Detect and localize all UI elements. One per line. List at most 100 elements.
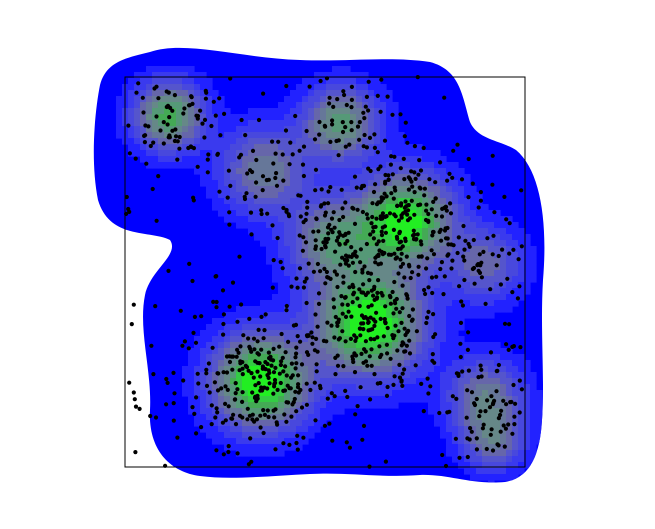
scatter-point — [339, 187, 344, 192]
density-cell — [290, 438, 297, 445]
scatter-point — [274, 420, 279, 425]
density-cell — [308, 246, 315, 253]
density-cell — [500, 420, 507, 427]
density-cell — [524, 276, 531, 283]
scatter-point — [273, 151, 278, 156]
density-cell — [170, 144, 177, 151]
density-cell — [344, 276, 351, 283]
density-cell — [332, 408, 339, 415]
density-cell — [200, 72, 207, 79]
scatter-point — [357, 287, 362, 292]
density-cell — [494, 216, 501, 223]
scatter-point — [490, 153, 495, 158]
density-cell — [218, 138, 225, 145]
density-cell — [272, 252, 279, 259]
scatter-point — [284, 308, 289, 313]
scatter-point — [426, 218, 431, 223]
density-cell — [326, 120, 333, 127]
density-cell — [134, 150, 141, 157]
density-cell — [230, 186, 237, 193]
density-cell — [524, 402, 531, 409]
density-cell — [248, 198, 255, 205]
density-cell — [416, 312, 423, 319]
scatter-point — [407, 338, 412, 343]
density-cell — [326, 330, 333, 337]
density-cell — [272, 126, 279, 133]
scatter-point — [442, 95, 447, 100]
density-cell — [440, 294, 447, 301]
density-cell — [470, 222, 477, 229]
density-cell — [386, 264, 393, 271]
density-cell — [236, 330, 243, 337]
density-cell — [470, 354, 477, 361]
density-cell — [434, 228, 441, 235]
density-cell — [320, 72, 327, 79]
density-cell — [326, 162, 333, 169]
density-cell — [266, 126, 273, 133]
density-cell — [530, 252, 537, 259]
density-cell — [152, 108, 159, 115]
density-cell — [524, 408, 531, 415]
density-cell — [314, 198, 321, 205]
scatter-point — [167, 135, 172, 140]
density-cell — [446, 450, 453, 457]
density-cell — [212, 150, 219, 157]
density-cell — [308, 162, 315, 169]
density-cell — [428, 180, 435, 187]
density-cell — [398, 312, 405, 319]
density-cell — [350, 156, 357, 163]
density-cell — [200, 366, 207, 373]
density-cell — [356, 306, 363, 313]
density-cell — [518, 282, 525, 289]
density-cell — [392, 288, 399, 295]
density-cell — [374, 312, 381, 319]
scatter-point — [366, 79, 371, 84]
density-cell — [464, 252, 471, 259]
density-cell — [356, 90, 363, 97]
scatter-point — [301, 285, 306, 290]
density-cell — [446, 390, 453, 397]
scatter-point — [272, 415, 277, 420]
density-cell — [416, 150, 423, 157]
density-cell — [458, 168, 465, 175]
density-cell — [404, 324, 411, 331]
density-cell — [332, 396, 339, 403]
density-cell — [494, 432, 501, 439]
scatter-point — [517, 284, 522, 289]
density-cell — [350, 78, 357, 85]
density-cell — [422, 342, 429, 349]
density-cell — [368, 192, 375, 199]
density-cell — [506, 408, 513, 415]
density-cell — [134, 72, 141, 79]
scatter-point — [472, 281, 477, 286]
density-cell — [428, 342, 435, 349]
density-cell — [212, 318, 219, 325]
scatter-point — [425, 376, 430, 381]
density-cell — [416, 336, 423, 343]
density-cell — [326, 384, 333, 391]
density-cell — [362, 192, 369, 199]
density-cell — [452, 162, 459, 169]
density-cell — [206, 408, 213, 415]
density-cell — [482, 258, 489, 265]
density-cell — [476, 354, 483, 361]
density-cell — [326, 72, 333, 79]
density-cell — [362, 180, 369, 187]
density-cell — [338, 378, 345, 385]
density-cell — [440, 222, 447, 229]
density-cell — [374, 402, 381, 409]
density-cell — [218, 336, 225, 343]
density-cell — [260, 426, 267, 433]
density-cell — [206, 324, 213, 331]
density-cell — [446, 246, 453, 253]
scatter-point — [212, 380, 217, 385]
density-cell — [386, 120, 393, 127]
scatter-point — [261, 336, 266, 341]
scatter-point — [490, 252, 495, 257]
density-cell — [278, 114, 285, 121]
scatter-point — [397, 362, 402, 367]
density-cell — [140, 156, 147, 163]
scatter-point — [297, 266, 303, 271]
scatter-point — [301, 144, 307, 149]
density-cell — [416, 240, 423, 247]
